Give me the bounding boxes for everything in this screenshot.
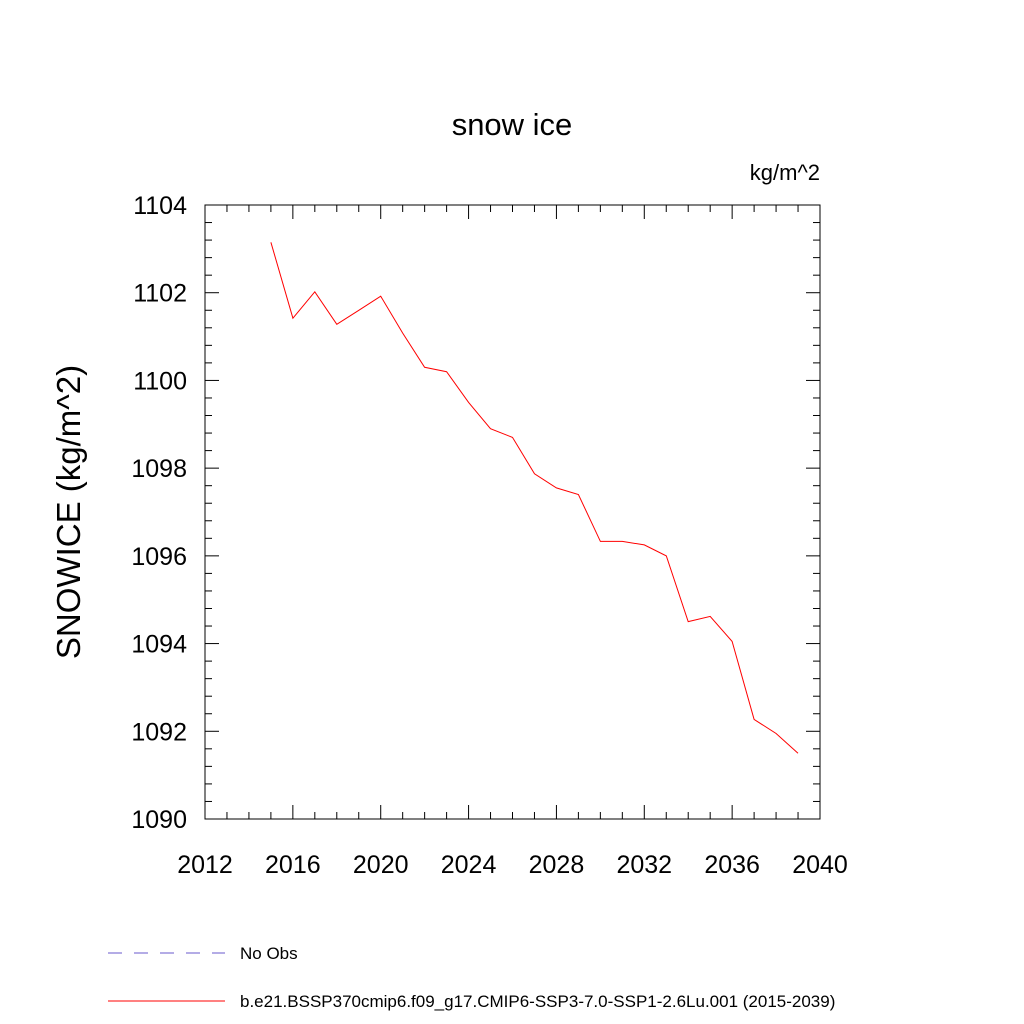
y-tick-labels: 1090 1092 1094 1096 1098 1100 1102 1104	[131, 192, 187, 834]
x-tick-labels: 2012 2016 2020 2024 2028 2032 2036 2040	[177, 851, 848, 879]
y-tick-label: 1090	[131, 806, 187, 834]
y-tick-label: 1098	[131, 455, 187, 483]
y-tick-label: 1104	[133, 192, 187, 220]
units-label: kg/m^2	[750, 160, 820, 185]
x-tick-label: 2040	[792, 851, 848, 879]
x-tick-label: 2032	[616, 851, 672, 879]
x-tick-label: 2016	[265, 851, 321, 879]
x-tick-label: 2036	[704, 851, 760, 879]
series-layer	[270, 242, 799, 754]
y-tick-label: 1092	[131, 718, 187, 746]
series-line	[270, 242, 799, 754]
legend-label-model: b.e21.BSSP370cmip6.f09_g17.CMIP6-SSP3-7.…	[240, 992, 835, 1011]
y-tick-label: 1096	[131, 543, 187, 571]
x-tick-label: 2028	[529, 851, 585, 879]
y-tick-label: 1094	[131, 631, 187, 659]
x-tick-label: 2012	[177, 851, 233, 879]
chart-title: snow ice	[452, 107, 573, 142]
legend-label-no-obs: No Obs	[240, 944, 298, 963]
plot-frame	[204, 204, 821, 820]
y-tick-label: 1102	[133, 280, 187, 308]
x-tick-label: 2024	[441, 851, 497, 879]
y-axis-label: SNOWICE (kg/m^2)	[50, 365, 87, 659]
legend: No Obs b.e21.BSSP370cmip6.f09_g17.CMIP6-…	[108, 944, 835, 1011]
y-tick-label: 1100	[133, 367, 187, 395]
x-tick-label: 2020	[353, 851, 409, 879]
ticks-layer	[204, 204, 821, 820]
